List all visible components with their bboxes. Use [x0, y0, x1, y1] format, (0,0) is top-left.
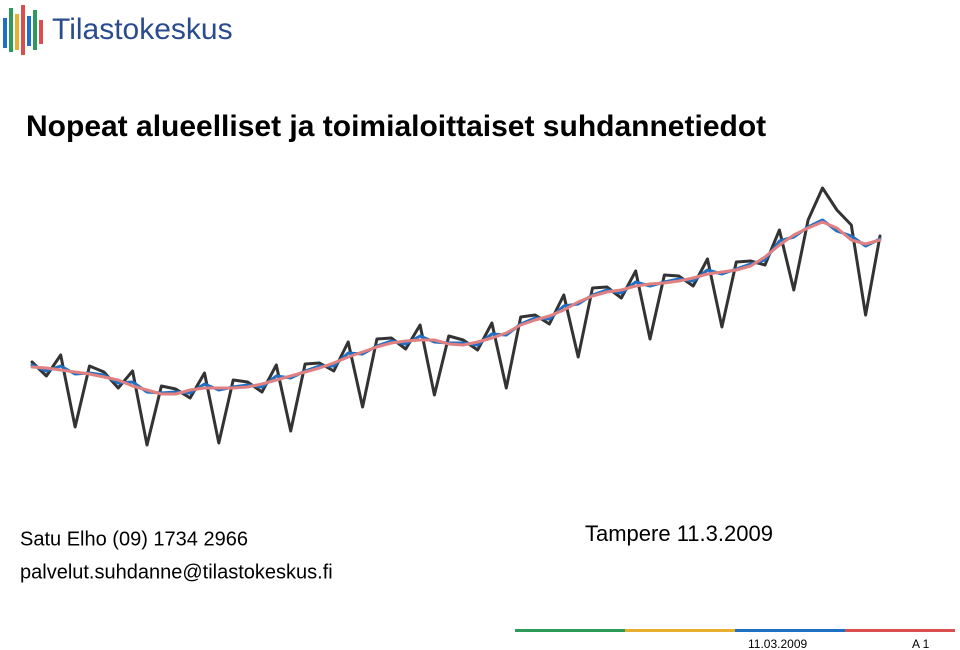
title: Nopeat alueelliset ja toimialoittaiset s… [26, 110, 766, 143]
footer-date: 11.03.2009 [748, 637, 807, 650]
contact-line: Satu Elho (09) 1734 2966 [20, 528, 248, 550]
place-date: Tampere 11.3.2009 [585, 521, 773, 546]
footer-page: A 1 [912, 637, 930, 650]
series-line [30, 186, 882, 447]
footer-rule [515, 629, 955, 632]
contact-line: palvelut.suhdanne@tilastokeskus.fi [20, 561, 333, 583]
series-line [30, 220, 882, 396]
logo-text: Tilastokeskus [52, 13, 233, 46]
series-line [30, 218, 882, 395]
logo-mark [3, 5, 43, 55]
chart [30, 186, 882, 447]
